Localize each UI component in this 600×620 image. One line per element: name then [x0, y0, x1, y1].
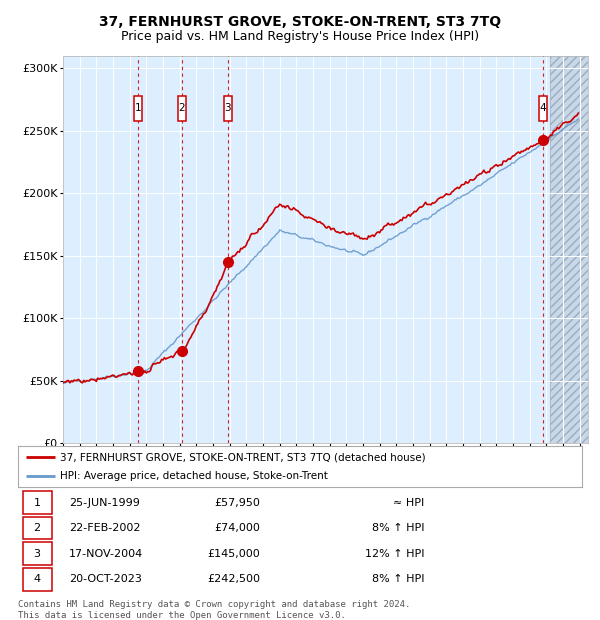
Text: 1: 1 — [134, 104, 141, 113]
Text: £145,000: £145,000 — [208, 549, 260, 559]
Text: £57,950: £57,950 — [215, 498, 260, 508]
FancyBboxPatch shape — [23, 542, 52, 565]
Text: 3: 3 — [34, 549, 41, 559]
Text: £242,500: £242,500 — [208, 574, 260, 584]
Text: 37, FERNHURST GROVE, STOKE-ON-TRENT, ST3 7TQ (detached house): 37, FERNHURST GROVE, STOKE-ON-TRENT, ST3… — [60, 452, 426, 463]
Text: 4: 4 — [540, 104, 547, 113]
Text: Price paid vs. HM Land Registry's House Price Index (HPI): Price paid vs. HM Land Registry's House … — [121, 30, 479, 43]
Text: 22-FEB-2002: 22-FEB-2002 — [69, 523, 140, 533]
Text: 20-OCT-2023: 20-OCT-2023 — [69, 574, 142, 584]
Text: 8% ↑ HPI: 8% ↑ HPI — [371, 523, 424, 533]
Text: 8% ↑ HPI: 8% ↑ HPI — [371, 574, 424, 584]
Text: 17-NOV-2004: 17-NOV-2004 — [69, 549, 143, 559]
FancyBboxPatch shape — [23, 491, 52, 514]
Text: Contains HM Land Registry data © Crown copyright and database right 2024.
This d: Contains HM Land Registry data © Crown c… — [18, 600, 410, 619]
Text: HPI: Average price, detached house, Stoke-on-Trent: HPI: Average price, detached house, Stok… — [60, 471, 328, 481]
Text: 3: 3 — [224, 104, 231, 113]
Text: £74,000: £74,000 — [215, 523, 260, 533]
Text: 4: 4 — [34, 574, 41, 584]
Text: 25-JUN-1999: 25-JUN-1999 — [69, 498, 140, 508]
FancyBboxPatch shape — [134, 96, 142, 121]
Text: 37, FERNHURST GROVE, STOKE-ON-TRENT, ST3 7TQ: 37, FERNHURST GROVE, STOKE-ON-TRENT, ST3… — [99, 16, 501, 30]
Text: 12% ↑ HPI: 12% ↑ HPI — [365, 549, 424, 559]
FancyBboxPatch shape — [539, 96, 547, 121]
FancyBboxPatch shape — [178, 96, 186, 121]
Text: 2: 2 — [179, 104, 185, 113]
Text: 1: 1 — [34, 498, 41, 508]
FancyBboxPatch shape — [23, 517, 52, 539]
FancyBboxPatch shape — [224, 96, 232, 121]
Text: ≈ HPI: ≈ HPI — [393, 498, 424, 508]
Text: 2: 2 — [34, 523, 41, 533]
FancyBboxPatch shape — [23, 568, 52, 591]
Bar — [550, 56, 588, 443]
